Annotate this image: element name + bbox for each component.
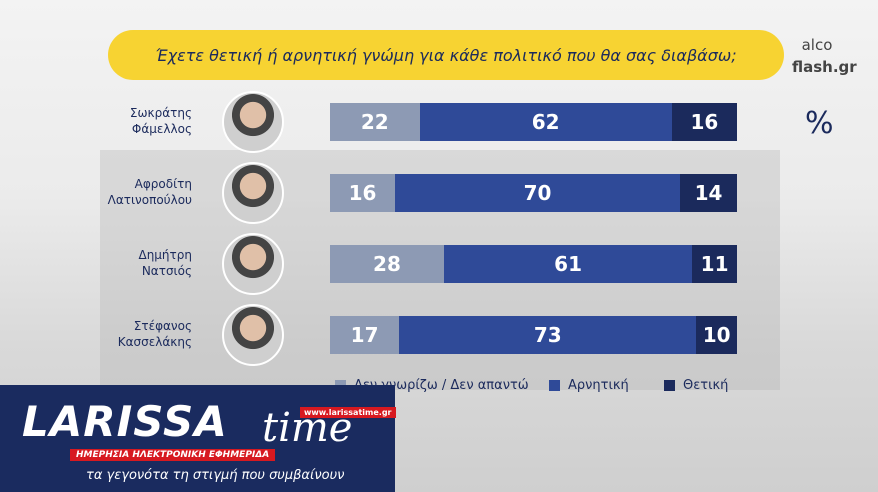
source: alco (801, 36, 833, 54)
category-label: Στέφανος Κασσελάκης (117, 319, 192, 349)
category-label: Σωκράτης Φάμελλος (129, 106, 192, 136)
legend-item: Αρνητική (549, 378, 629, 393)
bar-segment: 62 (419, 103, 672, 141)
logo-slogan: τα γεγονότα τη στιγμή που συμβαίνουν (86, 468, 345, 483)
legend-label: Αρνητική (568, 378, 629, 393)
bar-segment: 16 (671, 103, 737, 141)
bar-segment: 22 (330, 103, 420, 141)
category-label: Αφροδίτη Λατινοπούλου (107, 177, 192, 207)
bar-segment: 11 (692, 245, 737, 283)
legend-label: Θετική (683, 378, 729, 393)
bar-segment: 17 (330, 316, 400, 354)
avatar (222, 91, 284, 153)
bar-segment: 14 (680, 174, 737, 212)
avatar (222, 304, 284, 366)
bar-segment: 61 (443, 245, 693, 283)
legend-swatch (549, 380, 560, 391)
bar-segment: 16 (330, 174, 396, 212)
logo-tagline: ΗΜΕΡΗΣΙΑ ΗΛΕΚΤΡΟΝΙΚΗ ΕΦΗΜΕΡΙΔΑ (70, 449, 276, 461)
avatar (222, 233, 284, 295)
bar-segment: 70 (395, 174, 680, 212)
logo: LARISSA time www.larissatime.gr ΗΜΕΡΗΣΙΑ… (0, 385, 396, 492)
unit: % (805, 106, 834, 141)
avatar (222, 162, 284, 224)
source: flash.gr (792, 58, 857, 76)
legend-swatch (664, 380, 675, 391)
bar-segment: 28 (330, 245, 444, 283)
logo-url: www.larissatime.gr (300, 407, 396, 418)
category-label: Δημήτρη Νατσιός (138, 248, 192, 278)
chart-title: Έχετε θετική ή αρνητική γνώμη για κάθε π… (108, 30, 784, 80)
legend-label: Δεν γνωρίζω / Δεν απαντώ (354, 378, 529, 393)
logo-brand: LARISSA (22, 397, 228, 446)
legend-item: Θετική (664, 378, 728, 393)
bar-segment: 73 (399, 316, 697, 354)
bar-segment: 10 (696, 316, 737, 354)
